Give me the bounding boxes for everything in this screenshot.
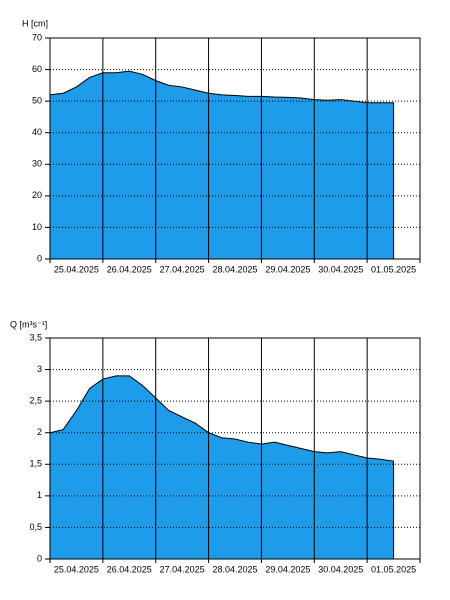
y-tick-label: 1,5 bbox=[29, 459, 42, 469]
y-tick-label: 2,5 bbox=[29, 396, 42, 406]
x-tick-label: 28.04.2025 bbox=[212, 264, 257, 274]
y-axis-label: Q [m³s⁻¹] bbox=[10, 319, 47, 329]
y-tick-label: 3,5 bbox=[29, 332, 42, 342]
y-tick-label: 2 bbox=[37, 427, 42, 437]
x-tick-label: 30.04.2025 bbox=[318, 564, 363, 574]
y-tick-label: 0 bbox=[37, 253, 42, 263]
x-tick-label: 26.04.2025 bbox=[107, 264, 152, 274]
x-tick-label: 29.04.2025 bbox=[265, 264, 310, 274]
x-tick-label: 29.04.2025 bbox=[265, 564, 310, 574]
area bbox=[49, 70, 395, 260]
y-tick-label: 60 bbox=[32, 64, 42, 74]
x-tick-label: 28.04.2025 bbox=[212, 564, 257, 574]
y-tick-label: 1 bbox=[37, 490, 42, 500]
x-tick-label: 27.04.2025 bbox=[160, 264, 205, 274]
x-tick-label: 25.04.2025 bbox=[54, 564, 99, 574]
y-tick-label: 40 bbox=[32, 127, 42, 137]
x-tick-label: 01.05.2025 bbox=[371, 564, 416, 574]
y-tick-label: 0 bbox=[37, 553, 42, 563]
x-tick-label: 25.04.2025 bbox=[54, 264, 99, 274]
x-tick-label: 27.04.2025 bbox=[160, 564, 205, 574]
y-tick-label: 30 bbox=[32, 159, 42, 169]
x-tick-label: 01.05.2025 bbox=[371, 264, 416, 274]
y-tick-label: 10 bbox=[32, 222, 42, 232]
plot-frame bbox=[49, 337, 421, 560]
y-tick-label: 70 bbox=[32, 32, 42, 42]
x-tick-label: 26.04.2025 bbox=[107, 564, 152, 574]
x-tick-label: 30.04.2025 bbox=[318, 264, 363, 274]
plot-frame bbox=[49, 37, 421, 260]
y-axis-label: H [cm] bbox=[22, 18, 48, 28]
y-tick-label: 20 bbox=[32, 190, 42, 200]
y-tick-label: 3 bbox=[37, 364, 42, 374]
y-tick-label: 50 bbox=[32, 96, 42, 106]
area bbox=[49, 375, 395, 560]
y-tick-label: 0,5 bbox=[29, 522, 42, 532]
